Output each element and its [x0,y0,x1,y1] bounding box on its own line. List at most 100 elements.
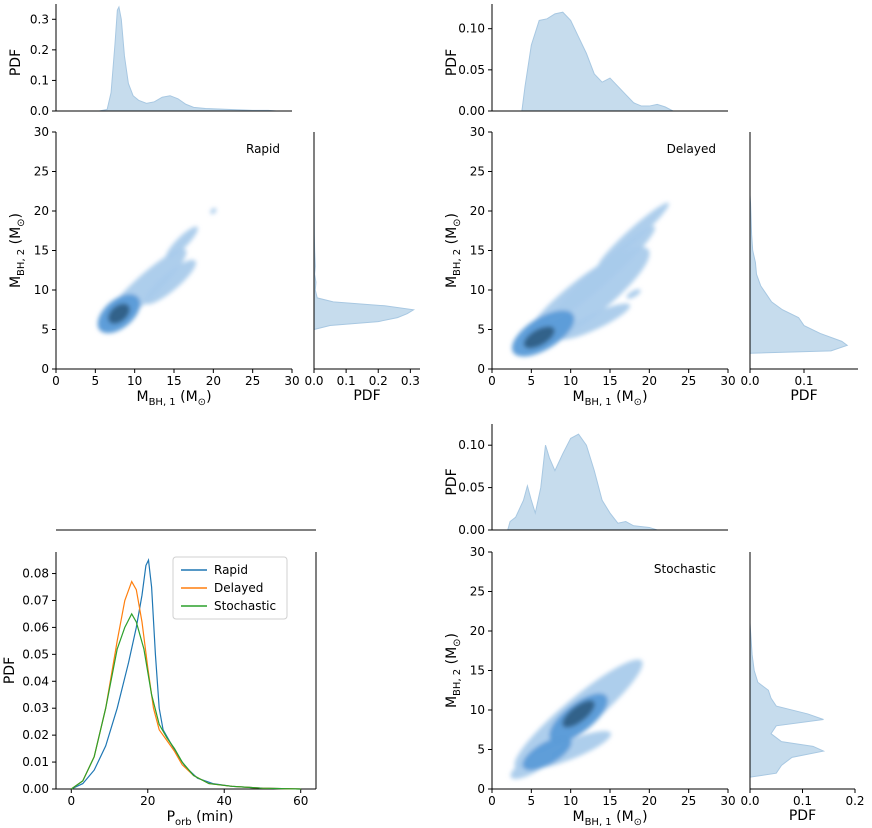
label-close: ) [642,809,647,825]
x-tick-label: 25 [245,374,260,388]
x-tick-label: 60 [293,794,308,808]
x-tick-label: 10 [127,374,142,388]
rapid-main-axes: 0 5 10 15 20 25 30 0 5 10 15 20 25 30 Rapid [34,125,300,388]
x-tick-label: 40 [217,794,232,808]
stochastic-marg-x-axes: 0.00 0.05 0.10 PDF [444,424,728,537]
label-sun: ⊙ [452,218,463,226]
y-tick-label: 15 [470,664,485,678]
label-sun: ⊙ [198,397,206,408]
x-tick-label: 30 [720,794,735,808]
series-line-stochastic [70,612,301,790]
delayed-marg-x-ylabel: PDF [444,49,460,76]
x-tick-label: 0.1 [793,794,812,808]
y-tick-label: 10 [470,283,485,297]
label-m: M [136,389,148,405]
y-tick-label: 20 [34,204,49,218]
delayed-density [511,202,669,357]
x-tick-label: 25 [681,374,696,388]
stochastic-xlabel-text: MBH, 1 (M⊙) [572,809,647,828]
y-tick-label: 5 [477,323,485,337]
y-tick-label: 10 [470,703,485,717]
stochastic-ylabel: MBH, 2 (M⊙) [444,633,463,708]
x-tick-label: 0.2 [369,374,388,388]
x-tick-label: 10 [563,794,578,808]
rapid-density [97,207,217,334]
label-sun: ⊙ [16,218,27,226]
label-rest: (min) [192,809,234,825]
x-tick-label: 20 [206,374,221,388]
label-close: ) [444,213,460,218]
x-tick-label: 30 [720,374,735,388]
porb-axes: 0 20 40 60 0.00 0.01 0.02 0.03 0.04 0.05 0.06 0.07 0… [22,552,316,808]
label-sub: BH, 1 [585,817,612,828]
y-tick-label: 0.3 [30,12,49,26]
x-tick-label: 0 [67,794,75,808]
label-sub: orb [175,817,192,828]
label-close: ) [206,389,211,405]
rapid-marginal-y-area [313,187,416,331]
label-sub: BH, 1 [585,397,612,408]
stochastic-marg-y-axes: 0.0 0.1 0.2 PDF [740,552,865,824]
label-close: ) [444,633,460,638]
x-tick-label: 5 [528,374,536,388]
density-blob [626,289,641,299]
x-tick-label: 5 [92,374,100,388]
rapid-ylabel-text: MBH, 2 (M⊙) [8,213,27,288]
density-blob [558,303,631,340]
legend: Rapid Delayed Stochastic [172,556,288,620]
stochastic-marginal-x-area [507,433,658,531]
label-sub: BH, 2 [452,249,463,276]
x-tick-label: 20 [642,794,657,808]
density-blob [549,226,656,323]
y-tick-label: 5 [477,743,485,757]
rapid-ylabel: MBH, 2 (M⊙) [8,213,27,288]
label-sun: ⊙ [634,397,642,408]
delayed-xlabel-text: MBH, 1 (M⊙) [572,389,647,408]
y-tick-label: 0.1 [30,73,49,87]
stochastic-density [510,659,643,779]
label-sub: BH, 2 [16,249,27,276]
y-tick-label: 0.04 [22,674,49,688]
rapid-marg-x-axes: 0.0 0.1 0.2 0.3 PDF [8,4,292,118]
y-tick-label: 25 [470,165,485,179]
y-tick-label: 0.00 [458,523,485,537]
label-rest: (M [8,227,24,249]
x-tick-label: 0.0 [304,374,323,388]
y-tick-label: 0.03 [22,701,49,715]
stochastic-marginal-y-area [749,623,826,778]
x-tick-label: 15 [602,374,617,388]
y-tick-label: 25 [34,165,49,179]
delayed-xlabel: MBH, 1 (M⊙) [572,389,647,408]
y-tick-label: 0.10 [458,22,485,36]
x-tick-label: 0.1 [794,374,813,388]
density-blob [598,202,669,267]
x-tick-label: 15 [602,794,617,808]
x-tick-label: 0 [52,374,60,388]
density-blob [522,736,572,771]
x-tick-label: 0.0 [740,374,759,388]
density-blob [562,700,595,728]
delayed-marg-x-axes: 0.00 0.05 0.10 PDF [444,4,728,118]
x-tick-label: 15 [166,374,181,388]
rapid-xlabel: MBH, 1 (M⊙) [136,389,211,408]
label-m: M [444,276,460,288]
label-rest: (M [612,389,634,405]
y-tick-label: 0 [477,782,485,796]
label-m: M [572,809,584,825]
rapid-annotation: Rapid [246,142,280,156]
rapid-marg-x-ylabel: PDF [8,49,24,76]
x-tick-label: 10 [563,374,578,388]
rapid-marg-y-axes: 0.0 0.1 0.2 0.3 PDF [304,132,420,404]
density-blob [523,326,555,349]
label-m: M [8,276,24,288]
y-tick-label: 0 [477,362,485,376]
y-tick-label: 20 [470,624,485,638]
y-tick-label: 0.10 [458,438,485,452]
delayed-marginal-y-area [749,195,849,354]
y-tick-label: 0.07 [22,593,49,607]
density-blob [165,226,198,259]
label-rest: (M [444,647,460,669]
y-tick-label: 0.08 [22,567,49,581]
density-blob [210,207,217,215]
